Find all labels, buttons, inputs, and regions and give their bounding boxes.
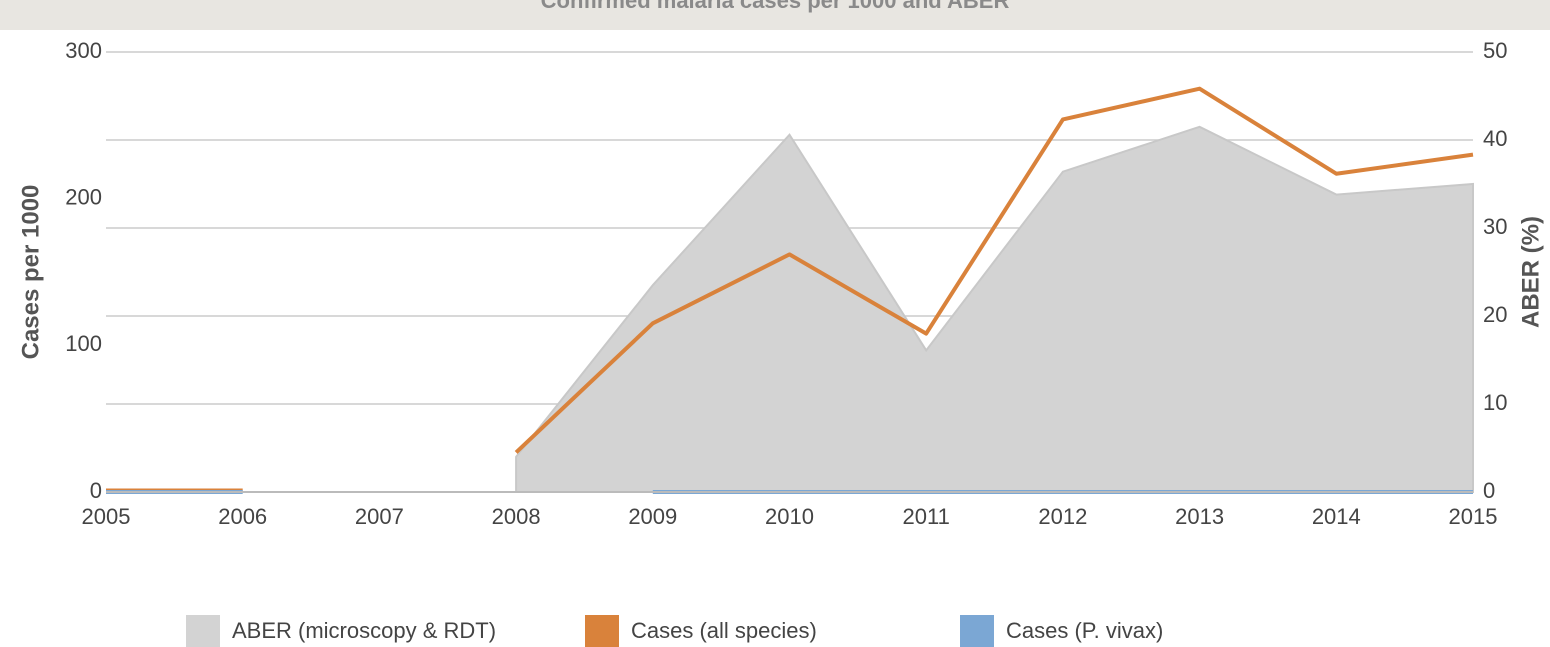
y2-tick-label: 40 <box>1483 126 1507 151</box>
y2-tick-label: 50 <box>1483 38 1507 63</box>
y-axis-title: Cases per 1000 <box>17 185 44 360</box>
y2-tick-label: 10 <box>1483 390 1507 415</box>
x-tick-label: 2010 <box>765 504 814 529</box>
chart-title: Confirmed malaria cases per 1000 and ABE… <box>541 0 1010 13</box>
legend-label: Cases (P. vivax) <box>1006 618 1163 643</box>
y-tick-label: 300 <box>65 38 102 63</box>
legend-swatch <box>960 615 994 647</box>
x-tick-label: 2013 <box>1175 504 1224 529</box>
legend-label: Cases (all species) <box>631 618 817 643</box>
legend-swatch <box>186 615 220 647</box>
x-tick-label: 2007 <box>355 504 404 529</box>
x-tick-label: 2009 <box>628 504 677 529</box>
x-tick-label: 2006 <box>218 504 267 529</box>
legend-swatch <box>585 615 619 647</box>
x-tick-label: 2008 <box>492 504 541 529</box>
y2-axis-title: ABER (%) <box>1517 216 1544 328</box>
area <box>515 125 1474 493</box>
legend-label: ABER (microscopy & RDT) <box>232 618 496 643</box>
x-tick-label: 2015 <box>1449 504 1498 529</box>
x-tick-label: 2011 <box>903 504 950 529</box>
y-tick-label: 100 <box>65 331 102 356</box>
x-tick-label: 2012 <box>1038 504 1087 529</box>
x-tick-label: 2014 <box>1312 504 1361 529</box>
y2-tick-label: 30 <box>1483 214 1507 239</box>
y-tick-label: 200 <box>65 184 102 209</box>
title-bar <box>0 0 1550 30</box>
line <box>514 86 1474 454</box>
x-tick-label: 2005 <box>82 504 131 529</box>
y-tick-label: 0 <box>90 478 102 503</box>
y2-tick-label: 20 <box>1483 302 1507 327</box>
y2-tick-label: 0 <box>1483 478 1495 503</box>
